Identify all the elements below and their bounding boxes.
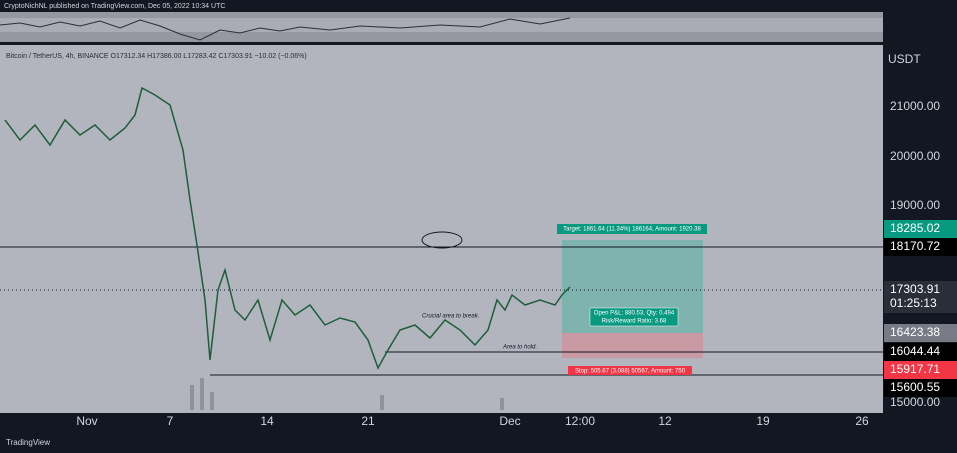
footer-logo: TradingView — [6, 438, 50, 447]
tag-stop: 15917.71 — [890, 362, 940, 376]
publisher: CryptoNichNL published on TradingView.co… — [4, 3, 225, 10]
loss-zone — [562, 333, 703, 358]
time-label: 21 — [361, 414, 375, 428]
time-axis: Nov 7 14 21 Dec 12:00 12 19 26 — [76, 414, 869, 428]
tag-last: 17303.91 — [890, 282, 940, 296]
target-box — [557, 224, 707, 234]
price-label: 20000.00 — [890, 149, 940, 163]
chart-area — [0, 45, 883, 413]
time-label: 7 — [167, 414, 174, 428]
pnl-box — [589, 307, 679, 327]
tag-entry-bg — [884, 324, 957, 342]
time-label: Nov — [76, 414, 97, 428]
time-label: 26 — [855, 414, 869, 428]
tag-low-bg — [884, 379, 957, 397]
target-text: Target: 1861.64 (11.34%) 186164, Amount:… — [563, 227, 701, 233]
stop-box — [568, 366, 692, 375]
tag-target-bg — [884, 220, 957, 238]
pnl-text: Open P&L: 880.53, Qty: 0.494 — [594, 311, 675, 317]
tag-last-bg — [884, 281, 957, 313]
axis-unit: USDT — [888, 52, 921, 66]
annotation-hold: Area to hold. — [502, 345, 537, 351]
tag-countdown: 01:25:13 — [890, 296, 937, 310]
tag-low: 15600.55 — [890, 380, 940, 394]
price-label: 15000.00 — [890, 395, 940, 409]
circle-drawing — [421, 231, 463, 249]
annotation-break: Crucial area to break. — [422, 314, 479, 320]
tag-support: 16044.44 — [890, 344, 940, 358]
time-label: 19 — [756, 414, 770, 428]
volume — [190, 378, 504, 410]
time-label: 12:00 — [565, 414, 595, 428]
tag-stop-bg — [884, 361, 957, 379]
time-label: 14 — [260, 414, 274, 428]
price-label: 21000.00 — [890, 99, 940, 113]
tag-target: 18285.02 — [890, 221, 940, 235]
tag-support-bg — [884, 343, 957, 361]
tag-resistance: 18170.72 — [890, 239, 940, 253]
time-label: Dec — [499, 414, 520, 428]
stop-text: Stop: 505.67 (3.088) 50567, Amount: 750 — [575, 369, 686, 375]
time-label: 12 — [658, 414, 672, 428]
tag-resistance-bg — [884, 238, 957, 256]
symbol-line: Bitcoin / TetherUS, 4h, BINANCE O17312.3… — [6, 53, 307, 60]
price-path — [4, 86, 571, 370]
tag-entry: 16423.38 — [890, 325, 940, 339]
indicator-line — [0, 17, 571, 41]
ratio-text: Risk/Reward Ratio: 3.68 — [602, 319, 667, 325]
price-label: 19000.00 — [890, 198, 940, 212]
